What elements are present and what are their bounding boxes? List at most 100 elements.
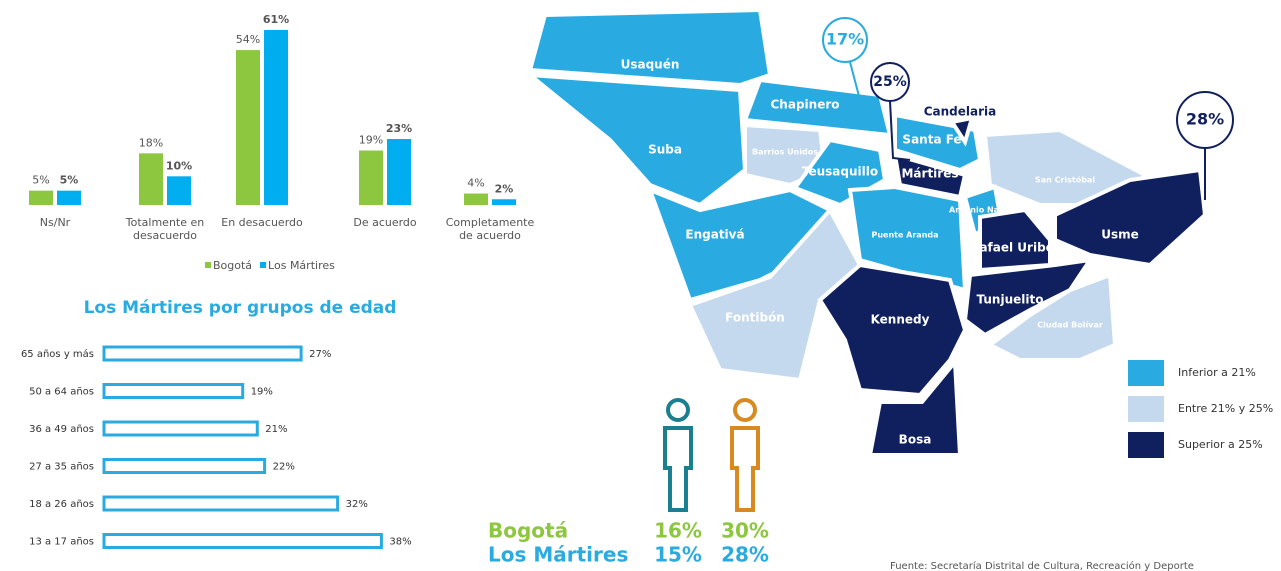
bar bbox=[139, 153, 163, 205]
y-tick-label: 65 años y más bbox=[21, 348, 94, 360]
district-label: Chapinero bbox=[771, 98, 840, 112]
district bbox=[527, 7, 773, 88]
callout-circle bbox=[1176, 91, 1234, 149]
value-label: 19% bbox=[359, 133, 383, 146]
value-label: 23% bbox=[386, 122, 412, 135]
bar bbox=[359, 150, 383, 205]
gender-row-name: Bogotá bbox=[488, 519, 568, 543]
bar bbox=[102, 420, 259, 437]
district bbox=[986, 272, 1118, 362]
district-label: Fontibón bbox=[725, 311, 785, 325]
district bbox=[847, 184, 968, 293]
legend-swatch bbox=[1128, 432, 1164, 458]
district-label: San Cristóbal bbox=[1035, 175, 1095, 185]
district-label: Teusaquillo bbox=[802, 165, 878, 179]
y-tick-label: 18 a 26 años bbox=[29, 499, 94, 510]
y-tick-label: 36 a 49 años bbox=[29, 424, 94, 435]
callout-circle bbox=[870, 62, 910, 102]
district bbox=[523, 72, 748, 208]
chart-title: Los Mártires por grupos de edad bbox=[84, 298, 397, 318]
legend-label: Los Mártires bbox=[268, 259, 335, 272]
district-label: Mártires bbox=[901, 167, 958, 181]
district bbox=[817, 262, 968, 398]
y-tick-label: 50 a 64 años bbox=[29, 387, 94, 398]
district-label: Rafael Uribe bbox=[970, 241, 1054, 255]
x-tick-label: Ns/Nr bbox=[39, 216, 71, 229]
value-label: 2% bbox=[495, 182, 514, 195]
value-label: 5% bbox=[60, 174, 79, 187]
district bbox=[867, 356, 963, 457]
district-label: Usaquén bbox=[621, 58, 680, 72]
bar bbox=[236, 50, 260, 205]
district-label: Santa Fe bbox=[902, 133, 961, 147]
y-tick-label: 27 a 35 años bbox=[29, 462, 94, 473]
district bbox=[742, 77, 893, 138]
district-label: Usme bbox=[1101, 228, 1139, 242]
gender-value: 30% bbox=[721, 519, 769, 543]
bar bbox=[102, 383, 245, 399]
district-label: Kennedy bbox=[871, 313, 930, 327]
x-tick-label: En desacuerdo bbox=[221, 216, 303, 229]
bar bbox=[167, 176, 191, 205]
district-label: Puente Aranda bbox=[871, 231, 938, 240]
bar bbox=[102, 345, 303, 362]
callout-circle bbox=[822, 17, 868, 63]
district-label: Candelaria bbox=[924, 105, 997, 119]
value-label: 61% bbox=[263, 13, 289, 26]
x-tick-label: Completamente de acuerdo bbox=[445, 216, 535, 242]
legend-swatch bbox=[1128, 360, 1164, 386]
x-tick-label: De acuerdo bbox=[353, 216, 417, 229]
x-tick-label: Totalmente en desacuerdo bbox=[125, 216, 205, 242]
bar bbox=[492, 199, 516, 205]
district-label: Tunjuelito bbox=[977, 293, 1044, 307]
value-label: 54% bbox=[236, 33, 260, 46]
person-head bbox=[666, 398, 690, 422]
value-label: 38% bbox=[389, 537, 411, 548]
district bbox=[892, 152, 968, 200]
value-label: 19% bbox=[251, 387, 273, 398]
callout-label: 25% bbox=[873, 74, 907, 90]
legend-swatch bbox=[260, 262, 267, 268]
legend-label: Superior a 25% bbox=[1178, 438, 1263, 451]
value-label: 4% bbox=[467, 177, 484, 190]
callout-line bbox=[849, 61, 861, 101]
callout-label: 17% bbox=[826, 30, 864, 49]
value-label: 22% bbox=[273, 462, 295, 473]
district-label: Barrios Unidos bbox=[752, 148, 818, 157]
district bbox=[1053, 167, 1208, 268]
bar bbox=[264, 30, 288, 205]
bar bbox=[102, 533, 383, 549]
bar bbox=[102, 458, 267, 474]
district-label: Antonio Nariño bbox=[949, 206, 1017, 215]
district-label: Suba bbox=[648, 143, 682, 157]
value-label: 21% bbox=[265, 424, 287, 435]
value-label: 32% bbox=[346, 499, 368, 510]
district bbox=[978, 207, 1052, 273]
bar bbox=[29, 190, 53, 205]
district-label: Engativá bbox=[685, 228, 744, 242]
value-label: 27% bbox=[309, 349, 331, 360]
gender-value: 16% bbox=[654, 519, 702, 543]
source: Fuente: Secretaría Distrital de Cultura,… bbox=[890, 560, 1194, 571]
value-label: 5% bbox=[32, 174, 49, 187]
gender-value: 15% bbox=[654, 543, 702, 567]
district bbox=[948, 115, 975, 147]
legend-label: Entre 21% y 25% bbox=[1178, 402, 1273, 415]
legend-swatch bbox=[205, 262, 211, 268]
bar bbox=[102, 495, 340, 512]
person-head bbox=[733, 398, 757, 422]
district-label: Bosa bbox=[899, 433, 932, 447]
callout-line bbox=[889, 100, 911, 161]
person-body bbox=[730, 426, 760, 512]
district bbox=[962, 257, 1095, 338]
person-body bbox=[663, 426, 693, 512]
district-label: Ciudad Bolívar bbox=[1037, 321, 1103, 330]
bar bbox=[464, 193, 488, 205]
legend-label: Bogotá bbox=[213, 259, 252, 272]
y-tick-label: 13 a 17 años bbox=[29, 537, 94, 548]
gender-row-name: Los Mártires bbox=[488, 543, 628, 567]
callout-label: 28% bbox=[1186, 110, 1224, 129]
legend-label: Inferior a 21% bbox=[1178, 366, 1256, 379]
